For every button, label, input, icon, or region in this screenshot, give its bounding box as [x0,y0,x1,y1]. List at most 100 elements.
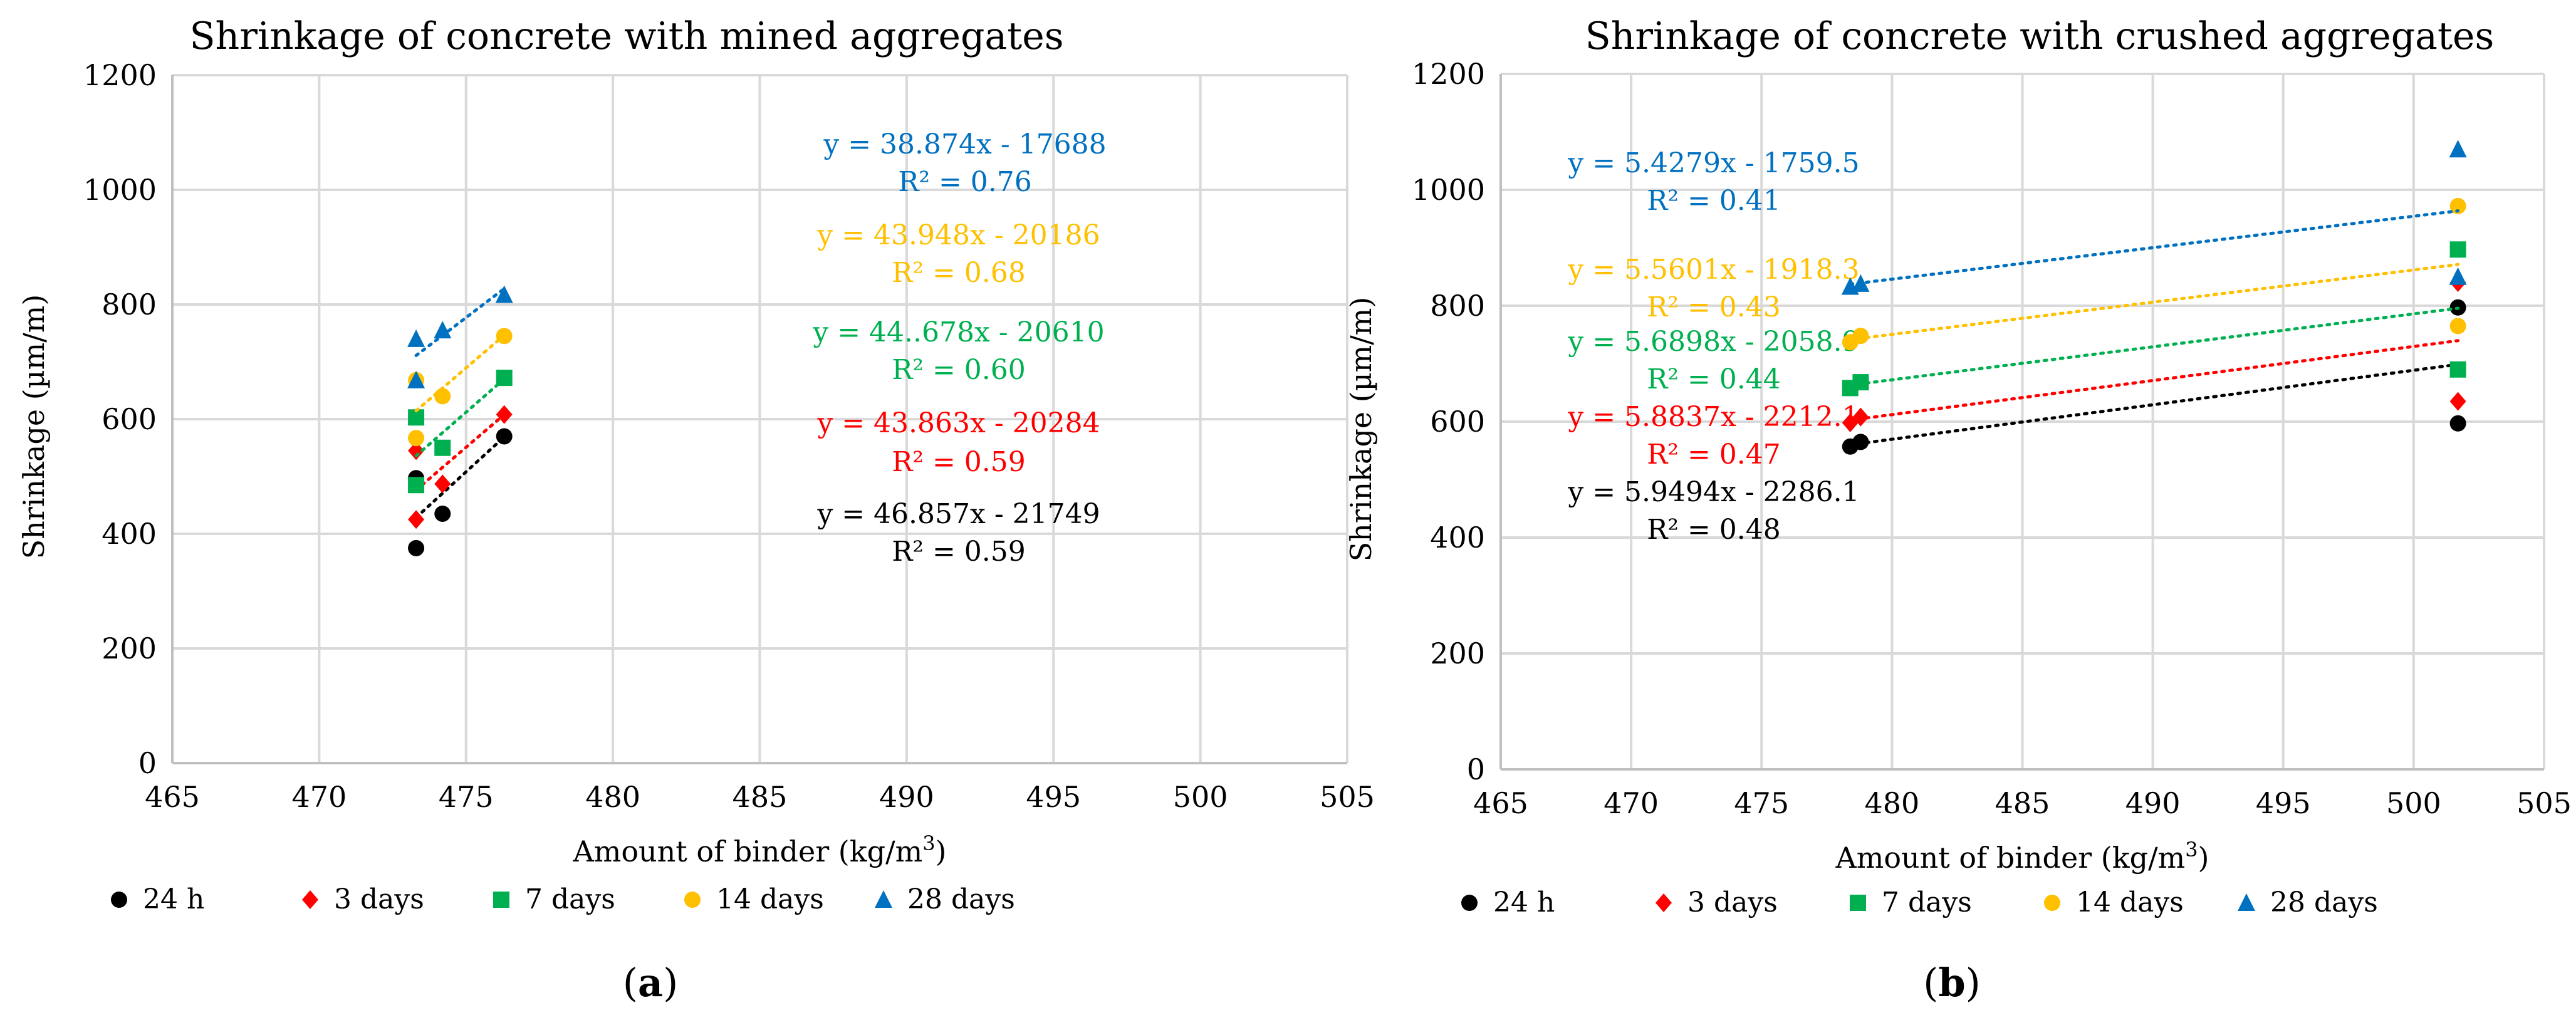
trendline-7d [414,377,506,457]
x-tick-label: 465 [1473,786,1528,820]
y-axis-title: Shrinkage (µm/m) [1344,297,1378,562]
x-axis-title-superscript: 3 [922,831,935,855]
data-point-28d [2449,267,2467,285]
data-point-28d [495,285,513,303]
y-tick-label: 200 [1430,637,1485,670]
data-point-28d [407,329,425,347]
trendline-3d [1849,339,2460,422]
x-axis-title-tail: ) [2198,841,2209,875]
legend-label-24h: 24 h [143,883,204,915]
trendline-equation-28d: y = 5.4279x - 1759.5 [1567,147,1859,179]
data-point-14d [1852,328,1869,345]
chart-panel-a: Shrinkage of concrete with mined aggrega… [17,14,1375,1006]
trendline-equation-3d: y = 43.863x - 20284 [816,407,1100,439]
x-axis-title-superscript: 3 [2185,838,2198,861]
trendline-14d [414,333,506,413]
legend: 24 h 3 days 7 days 14 days 28 days [1461,887,2378,918]
data-point-3d [1852,407,1869,427]
x-axis-title: Amount of binder (kg/m3) [1835,838,2209,875]
trendline-28d [1849,209,2460,286]
x-tick-label: 480 [1864,786,1919,820]
y-tick-label: 800 [102,288,157,321]
x-tick-label: 505 [1320,780,1375,814]
data-point-14d [2449,197,2466,214]
trendline-r2-3d: R² = 0.59 [892,446,1026,478]
legend-label-7d: 7 days [1882,887,1972,918]
x-axis-title-text: Amount of binder (kg/m [573,835,923,868]
data-point-7d [1852,374,1869,391]
data-point-24h [434,505,451,522]
x-tick-label: 505 [2516,786,2572,820]
legend-marker-28d [2238,893,2255,911]
trendline-r2-7d: R² = 0.60 [892,354,1026,386]
data-point-14d [2449,318,2466,335]
trendline-24h [1849,363,2460,447]
trendline-r2-14d: R² = 0.43 [1647,291,1781,323]
x-tick-label: 480 [585,780,640,814]
panel-label-open: ( [623,960,638,1006]
x-tick-label: 490 [2125,786,2181,820]
legend-marker-3d [302,890,318,909]
trendline-r2-14d: R² = 0.68 [892,257,1026,289]
x-tick-label: 485 [733,780,788,814]
y-tick-label: 1000 [83,173,157,207]
data-point-28d [2449,140,2467,158]
data-point-24h [408,539,425,556]
trendline-equation-7d: y = 44..678x - 20610 [812,316,1104,348]
legend-label-3d: 3 days [334,883,424,915]
trendline-r2-24h: R² = 0.59 [892,536,1026,568]
y-tick-label: 200 [102,632,157,665]
chart-panel-b: Shrinkage of concrete with crushed aggre… [1344,14,2572,1006]
trendline-7d [1849,306,2460,387]
data-point-24h [1852,434,1869,450]
x-tick-label: 495 [1026,780,1081,814]
data-point-14d [408,430,425,447]
trendline-r2-28d: R² = 0.76 [898,166,1032,198]
y-tick-label: 600 [1430,405,1485,439]
data-point-7d [2449,361,2466,378]
legend-label-28d: 28 days [2270,887,2378,918]
x-tick-label: 470 [1603,786,1659,820]
data-point-28d [1852,274,1870,292]
panel-label: (b) [1923,960,1981,1006]
y-tick-label: 800 [1430,289,1485,323]
legend-marker-24h [1461,895,1478,911]
trendline-equation-28d: y = 38.874x - 17688 [823,128,1106,160]
data-point-3d [434,474,451,494]
legend-marker-14d [2044,895,2060,911]
legend-label-3d: 3 days [1687,887,1778,918]
trendline-r2-24h: R² = 0.48 [1647,514,1781,546]
y-tick-label: 400 [1430,521,1485,554]
trendline-28d [414,287,506,357]
data-point-3d [408,510,425,529]
data-point-7d [408,477,425,494]
y-tick-label: 600 [102,402,157,436]
trendline-r2-7d: R² = 0.44 [1647,363,1781,395]
chart-title: Shrinkage of concrete with mined aggrega… [189,14,1063,58]
panel-label: (a) [623,960,679,1006]
x-tick-label: 490 [879,780,934,814]
x-tick-label: 465 [145,780,200,814]
trendline-r2-3d: R² = 0.47 [1647,439,1781,471]
y-axis-title: Shrinkage (µm/m) [17,294,51,559]
legend-marker-28d [875,890,892,908]
x-tick-label: 495 [2256,786,2311,820]
data-point-24h [496,428,513,445]
legend-label-24h: 24 h [1493,887,1555,918]
panel-label-close: ) [663,960,678,1006]
trendline-equation-14d: y = 5.5601x - 1918.3 [1567,254,1859,286]
trendline-14d [1849,263,2460,341]
data-point-28d [434,321,452,339]
legend: 24 h 3 days 7 days 14 days 28 days [111,883,1015,915]
chart-title: Shrinkage of concrete with crushed aggre… [1585,14,2495,58]
panel-label-close: ) [1966,960,1981,1006]
x-tick-label: 485 [1995,786,2050,820]
data-point-24h [2449,415,2466,432]
panel-label-letter: a [638,960,663,1006]
x-axis-title: Amount of binder (kg/m3) [573,831,947,868]
trendline-equation-24h: y = 46.857x - 21749 [816,498,1100,530]
data-point-7d [496,370,513,387]
data-point-3d [408,441,425,460]
